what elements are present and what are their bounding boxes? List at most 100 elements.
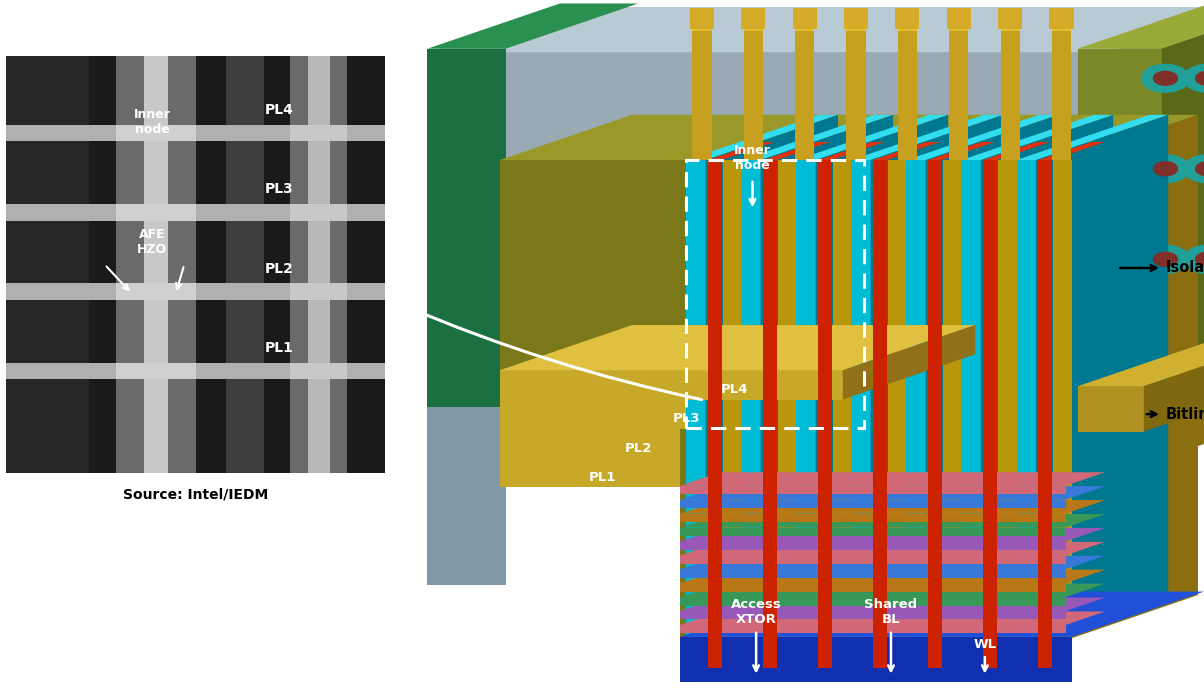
Polygon shape: [500, 383, 867, 429]
Bar: [1078, 386, 1144, 432]
Bar: [851, 160, 870, 640]
Polygon shape: [680, 597, 1105, 611]
Polygon shape: [1078, 115, 1204, 487]
Text: PL3: PL3: [265, 182, 294, 196]
Bar: [744, 31, 763, 160]
Polygon shape: [706, 115, 838, 640]
Text: PL2: PL2: [625, 442, 651, 454]
Bar: [846, 26, 866, 31]
Bar: [796, 160, 815, 640]
Bar: [500, 400, 789, 429]
Polygon shape: [873, 142, 940, 160]
Polygon shape: [818, 142, 885, 160]
Bar: [116, 56, 195, 473]
Polygon shape: [1078, 341, 1204, 386]
Text: PL2: PL2: [265, 262, 294, 276]
Bar: [500, 160, 1078, 487]
Polygon shape: [1038, 142, 1105, 160]
Bar: [680, 541, 1066, 550]
Polygon shape: [796, 115, 948, 160]
Bar: [500, 429, 734, 458]
Bar: [889, 160, 907, 640]
Circle shape: [1196, 162, 1204, 176]
Bar: [290, 204, 348, 221]
Bar: [6, 363, 385, 379]
Bar: [984, 160, 997, 668]
Bar: [792, 8, 816, 29]
Bar: [873, 160, 887, 668]
Bar: [1078, 49, 1162, 362]
Polygon shape: [680, 541, 1105, 555]
Polygon shape: [1078, 3, 1204, 49]
Bar: [195, 56, 226, 473]
Polygon shape: [1108, 7, 1204, 160]
Polygon shape: [500, 413, 819, 458]
Text: Inner
node: Inner node: [134, 109, 171, 136]
Polygon shape: [680, 500, 1105, 514]
Bar: [307, 56, 330, 473]
Bar: [1052, 26, 1072, 31]
Bar: [290, 283, 348, 300]
Bar: [846, 31, 866, 160]
Polygon shape: [500, 115, 1204, 160]
Bar: [500, 458, 686, 487]
Polygon shape: [907, 115, 1058, 160]
Bar: [928, 160, 942, 668]
Polygon shape: [761, 115, 893, 640]
Bar: [795, 26, 814, 31]
Bar: [6, 56, 385, 473]
Text: AFE
HZO: AFE HZO: [137, 228, 167, 255]
Polygon shape: [742, 115, 893, 160]
Polygon shape: [1035, 115, 1168, 640]
Bar: [946, 8, 970, 29]
Polygon shape: [680, 115, 1198, 160]
Polygon shape: [680, 569, 1105, 583]
Polygon shape: [928, 142, 995, 160]
Bar: [742, 160, 761, 640]
Polygon shape: [962, 115, 1114, 160]
Bar: [833, 160, 851, 640]
Bar: [6, 204, 385, 221]
Polygon shape: [427, 3, 638, 49]
Polygon shape: [851, 115, 1003, 160]
Polygon shape: [500, 354, 921, 400]
Text: PL3: PL3: [673, 413, 700, 425]
Bar: [680, 528, 1066, 536]
Bar: [742, 8, 766, 29]
Bar: [427, 407, 506, 585]
Bar: [680, 597, 1066, 606]
Circle shape: [1153, 253, 1178, 267]
Bar: [290, 363, 348, 379]
Polygon shape: [870, 115, 1003, 640]
Bar: [949, 26, 968, 31]
Circle shape: [1141, 65, 1190, 93]
Polygon shape: [926, 115, 1058, 640]
Text: Isolation: Isolation: [1165, 260, 1204, 276]
Bar: [949, 31, 968, 160]
Polygon shape: [815, 115, 948, 640]
Bar: [427, 49, 506, 585]
Bar: [680, 160, 1066, 640]
Polygon shape: [1016, 115, 1168, 160]
Polygon shape: [981, 115, 1114, 640]
Bar: [427, 52, 1108, 160]
Text: WL: WL: [973, 638, 997, 651]
Bar: [144, 56, 167, 473]
Text: Access
XTOR: Access XTOR: [731, 599, 781, 626]
Bar: [6, 125, 385, 141]
Text: Bitline: Bitline: [1165, 406, 1204, 422]
Text: Shared
BL: Shared BL: [864, 599, 917, 626]
Polygon shape: [984, 142, 1050, 160]
Polygon shape: [789, 354, 921, 429]
Bar: [943, 160, 962, 640]
Text: PL1: PL1: [265, 341, 294, 355]
Polygon shape: [680, 592, 1204, 637]
Circle shape: [1141, 246, 1190, 274]
Polygon shape: [680, 486, 1105, 500]
Bar: [1052, 31, 1072, 160]
Circle shape: [1196, 72, 1204, 86]
Polygon shape: [686, 413, 819, 487]
Bar: [680, 611, 1066, 619]
Bar: [1016, 160, 1035, 640]
Bar: [680, 569, 1066, 578]
